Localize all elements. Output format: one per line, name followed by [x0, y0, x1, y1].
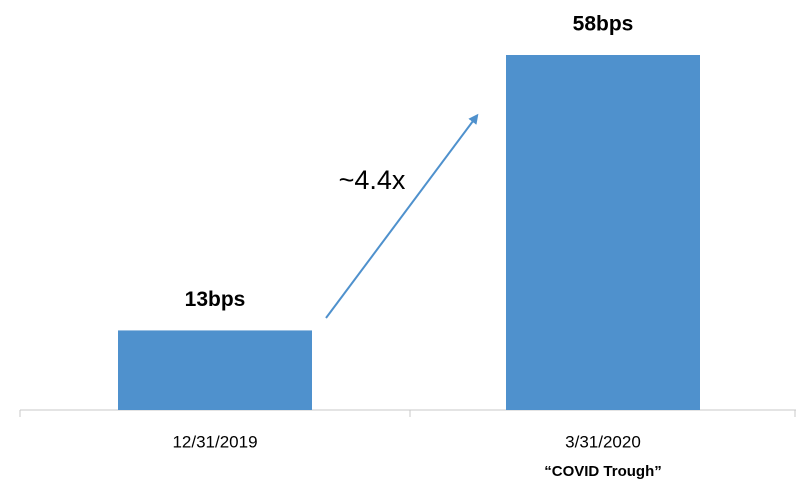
- x-tick-label: 3/31/2020: [565, 432, 641, 451]
- annotation: ~4.4x: [339, 165, 406, 195]
- bar: [506, 55, 700, 410]
- value-label: 13bps: [185, 288, 246, 311]
- category-note: “COVID Trough”: [544, 463, 662, 480]
- growth-arrow: [325, 113, 479, 319]
- value-label: 58bps: [573, 13, 634, 36]
- x-tick-label: 12/31/2019: [172, 432, 257, 451]
- bar: [118, 330, 312, 410]
